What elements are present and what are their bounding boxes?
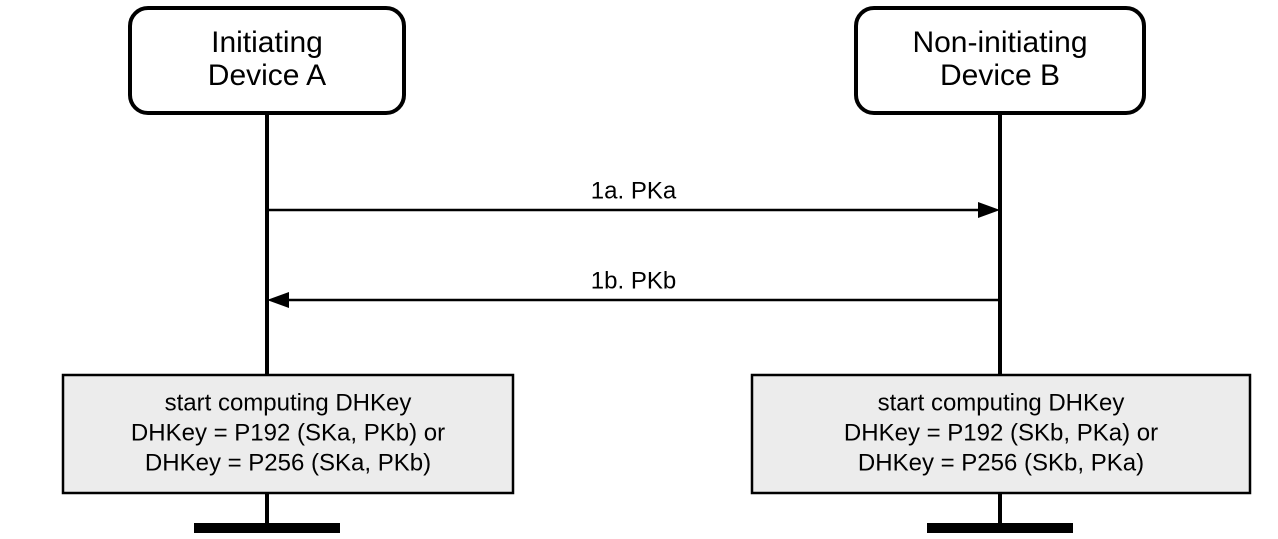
header-a-line1: Initiating [211, 26, 323, 59]
message-pkb-label: 1b. PKb [591, 267, 676, 294]
header-a-line2: Device A [208, 59, 326, 92]
message-pkb: 1b. PKb [267, 267, 1000, 308]
compute-b-line3: DHKey = P256 (SKb, PKa) [858, 449, 1144, 476]
compute-b-line2: DHKey = P192 (SKb, PKa) or [844, 419, 1158, 446]
header-b-line1: Non-initiating [912, 26, 1087, 59]
arrowhead-left-icon [267, 292, 289, 308]
arrowhead-right-icon [978, 202, 1000, 218]
sequence-diagram: Initiating Device A Non-initiating Devic… [0, 0, 1278, 539]
header-b-line2: Device B [940, 59, 1060, 92]
compute-box-a: start computing DHKey DHKey = P192 (SKa,… [63, 375, 513, 493]
compute-b-line1: start computing DHKey [878, 389, 1125, 416]
message-pka-label: 1a. PKa [591, 177, 677, 204]
header-device-b: Non-initiating Device B [856, 8, 1144, 113]
compute-a-line2: DHKey = P192 (SKa, PKb) or [131, 419, 445, 446]
compute-a-line3: DHKey = P256 (SKa, PKb) [145, 449, 431, 476]
compute-a-line1: start computing DHKey [165, 389, 412, 416]
message-pka: 1a. PKa [267, 177, 1000, 218]
header-device-a: Initiating Device A [130, 8, 404, 113]
compute-box-b: start computing DHKey DHKey = P192 (SKb,… [752, 375, 1250, 493]
